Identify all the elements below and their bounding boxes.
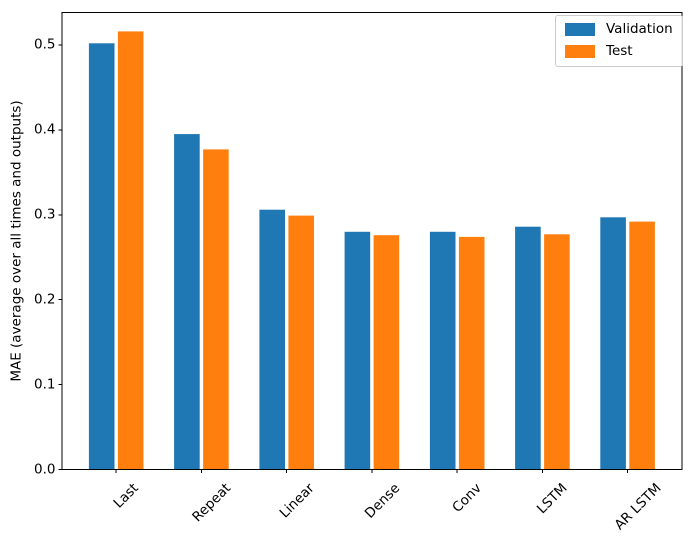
- bar-validation-dense: [344, 231, 371, 470]
- legend-item-validation: Validation: [565, 21, 673, 38]
- legend-label-test: Test: [606, 42, 633, 59]
- bar-validation-lstm: [515, 226, 541, 470]
- bar-validation-last: [88, 43, 115, 470]
- y-tick-label: 0.0: [34, 460, 56, 477]
- y-tick-label: 0.5: [34, 36, 56, 53]
- bar-validation-linear: [259, 209, 285, 470]
- y-tick-label: 0.3: [34, 206, 56, 223]
- legend-swatch-test: [565, 44, 595, 58]
- bar-test-conv: [458, 236, 485, 470]
- legend-swatch-validation: [565, 23, 595, 37]
- y-tick-label: 0.4: [34, 121, 56, 138]
- legend-label-validation: Validation: [606, 21, 673, 37]
- bar-test-linear: [288, 215, 314, 470]
- bar-test-lstm: [544, 234, 570, 470]
- y-tick-label: 0.1: [34, 375, 56, 392]
- bar-validation-repeat: [174, 134, 200, 470]
- bar-test-last: [117, 31, 144, 470]
- bar-test-repeat: [203, 149, 229, 470]
- bar-validation-ar-lstm: [600, 217, 626, 470]
- bar-validation-conv: [429, 231, 456, 470]
- legend: Validation Test: [555, 15, 683, 68]
- y-tick-label: 0.2: [34, 290, 56, 307]
- bar-test-ar-lstm: [629, 221, 655, 470]
- legend-item-test: Test: [565, 42, 673, 60]
- y-axis-label: MAE (average over all times and outputs): [8, 100, 25, 382]
- plot-border: [61, 12, 683, 470]
- bar-test-dense: [373, 235, 400, 470]
